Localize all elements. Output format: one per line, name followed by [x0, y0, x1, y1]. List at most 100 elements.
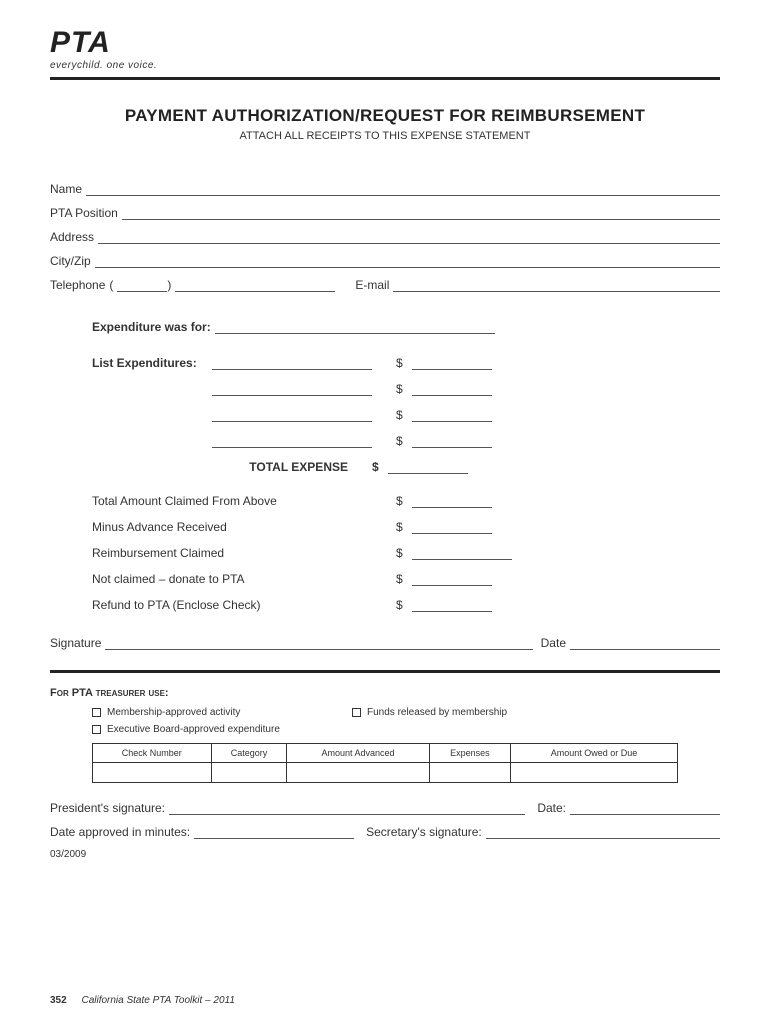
exp-row-2: $: [92, 382, 720, 396]
label-refund: Refund to PTA (Enclose Check): [92, 598, 328, 612]
row-city-zip: City/Zip: [50, 254, 720, 268]
exp-row-4: $: [92, 434, 720, 448]
row-signature: Signature Date: [50, 636, 720, 650]
input-exp-desc-4[interactable]: [212, 434, 372, 448]
cell-amount-owed[interactable]: [510, 763, 677, 783]
input-total-claimed[interactable]: [412, 494, 492, 508]
dollar-s3: $: [396, 546, 412, 560]
label-check-3: Executive Board-approved expenditure: [107, 724, 280, 735]
input-email[interactable]: [393, 278, 720, 292]
input-city-zip[interactable]: [95, 254, 720, 268]
treasurer-heading-prefix: For: [50, 687, 69, 699]
exp-row-3: $: [92, 408, 720, 422]
input-exp-amt-4[interactable]: [412, 434, 492, 448]
label-check-1: Membership-approved activity: [107, 707, 240, 718]
input-signature[interactable]: [105, 636, 532, 650]
exp-row-1: List Expenditures: $: [92, 356, 720, 370]
input-name[interactable]: [86, 182, 720, 196]
dollar-s1: $: [396, 494, 412, 508]
label-bottom-date: Date:: [525, 801, 570, 815]
personal-info-section: Name PTA Position Address City/Zip Telep…: [50, 182, 720, 292]
input-minus-advance[interactable]: [412, 520, 492, 534]
check-row-1: Membership-approved activity Funds relea…: [50, 707, 720, 718]
logo-block: PTA everychild. one voice.: [50, 28, 720, 71]
dollar-1: $: [396, 356, 412, 370]
label-minus-advance: Minus Advance Received: [92, 520, 328, 534]
dollar-total: $: [372, 460, 388, 474]
table-row: [93, 763, 678, 783]
th-amount-advanced: Amount Advanced: [287, 744, 429, 763]
label-pta-position: PTA Position: [50, 206, 122, 220]
book-title: California State PTA Toolkit – 2011: [81, 995, 234, 1006]
input-pta-position[interactable]: [122, 206, 720, 220]
tel-open-paren: (: [109, 278, 117, 292]
input-president-sig[interactable]: [169, 801, 525, 815]
row-president-signature: President's signature: Date:: [50, 801, 720, 815]
label-date-approved: Date approved in minutes:: [50, 825, 194, 839]
input-exp-desc-3[interactable]: [212, 408, 372, 422]
tel-close-paren: ): [167, 278, 175, 292]
row-minus-advance: Minus Advance Received $: [92, 520, 720, 534]
label-president-sig: President's signature:: [50, 801, 169, 815]
input-phone-number[interactable]: [175, 278, 335, 292]
checkbox-funds-released[interactable]: [352, 708, 361, 717]
cell-expenses[interactable]: [429, 763, 510, 783]
input-date-approved[interactable]: [194, 825, 354, 839]
row-reimbursement: Reimbursement Claimed $: [92, 546, 720, 560]
row-not-claimed: Not claimed – donate to PTA $: [92, 572, 720, 586]
input-exp-desc-1[interactable]: [212, 356, 372, 370]
input-secretary-sig[interactable]: [486, 825, 720, 839]
treasurer-heading-main: PTA: [69, 687, 96, 699]
checkbox-membership-activity[interactable]: [92, 708, 101, 717]
label-reimbursement: Reimbursement Claimed: [92, 546, 328, 560]
row-date-approved: Date approved in minutes: Secretary's si…: [50, 825, 720, 839]
treasurer-table-wrap: Check Number Category Amount Advanced Ex…: [50, 743, 720, 783]
input-address[interactable]: [98, 230, 720, 244]
label-not-claimed: Not claimed – donate to PTA: [92, 572, 328, 586]
input-exp-amt-2[interactable]: [412, 382, 492, 396]
input-refund[interactable]: [412, 598, 492, 612]
input-total-expense[interactable]: [388, 460, 468, 474]
label-check-2: Funds released by membership: [367, 707, 507, 718]
label-total-expense: TOTAL EXPENSE: [212, 460, 372, 474]
input-not-claimed[interactable]: [412, 572, 492, 586]
input-exp-amt-3[interactable]: [412, 408, 492, 422]
treasurer-heading-suffix: treasurer use:: [96, 687, 169, 699]
th-category: Category: [211, 744, 287, 763]
label-name: Name: [50, 182, 86, 196]
input-expenditure-for[interactable]: [215, 320, 495, 334]
input-date[interactable]: [570, 636, 720, 650]
exp-row-total: TOTAL EXPENSE $: [92, 460, 720, 474]
dollar-s4: $: [396, 572, 412, 586]
label-signature: Signature: [50, 636, 105, 650]
form-subtitle: ATTACH ALL RECEIPTS TO THIS EXPENSE STAT…: [50, 130, 720, 142]
dollar-2: $: [396, 382, 412, 396]
cell-category[interactable]: [211, 763, 287, 783]
logo-tagline: everychild. one voice.: [50, 60, 720, 71]
input-bottom-date[interactable]: [570, 801, 720, 815]
header-rule: [50, 77, 720, 80]
input-exp-amt-1[interactable]: [412, 356, 492, 370]
revision-date: 03/2009: [50, 849, 720, 860]
row-name: Name: [50, 182, 720, 196]
row-telephone-email: Telephone ( ) E-mail: [50, 278, 720, 292]
dollar-s5: $: [396, 598, 412, 612]
page-number: 352: [50, 995, 67, 1006]
check-row-2: Executive Board-approved expenditure: [50, 724, 720, 735]
input-reimbursement[interactable]: [412, 546, 512, 560]
cell-check-number[interactable]: [93, 763, 212, 783]
label-total-claimed: Total Amount Claimed From Above: [92, 494, 328, 508]
input-phone-area[interactable]: [117, 278, 167, 292]
label-expenditure-for: Expenditure was for:: [92, 320, 215, 334]
treasurer-table: Check Number Category Amount Advanced Ex…: [92, 743, 678, 783]
row-total-claimed: Total Amount Claimed From Above $: [92, 494, 720, 508]
th-amount-owed: Amount Owed or Due: [510, 744, 677, 763]
checkbox-executive-board[interactable]: [92, 725, 101, 734]
check-item-2: Funds released by membership: [352, 707, 612, 718]
cell-amount-advanced[interactable]: [287, 763, 429, 783]
th-expenses: Expenses: [429, 744, 510, 763]
page-footer: 352 California State PTA Toolkit – 2011: [50, 995, 235, 1006]
label-city-zip: City/Zip: [50, 254, 95, 268]
input-exp-desc-2[interactable]: [212, 382, 372, 396]
label-telephone: Telephone: [50, 278, 109, 292]
